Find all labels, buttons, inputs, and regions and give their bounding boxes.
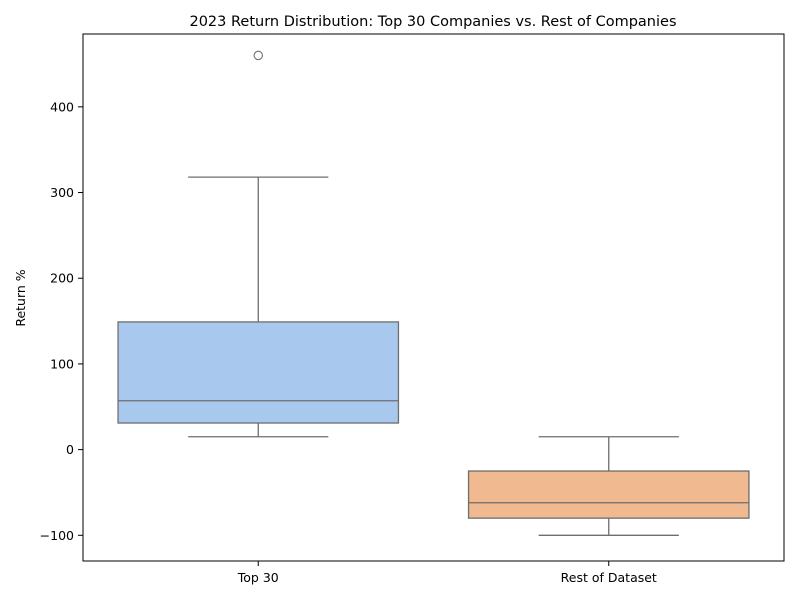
outlier-point — [253, 50, 264, 61]
y-tick-label: 200 — [50, 271, 74, 286]
y-tick-label: −100 — [40, 528, 74, 543]
y-tick-label: 100 — [50, 356, 74, 371]
chart-title: 2023 Return Distribution: Top 30 Compani… — [189, 14, 676, 30]
plot-frame — [82, 33, 785, 562]
plot-area — [117, 50, 750, 536]
box-group-2 — [467, 436, 750, 536]
box-iqr — [117, 321, 400, 424]
box-group-1 — [117, 50, 400, 438]
y-tick-label: 0 — [66, 442, 74, 457]
x-tick-label: Top 30 — [237, 570, 279, 585]
y-axis-label: Return % — [13, 269, 28, 326]
axes: −100 0 100 200 300 400 Top 30 Rest of Dataset — [40, 33, 785, 585]
y-tick-label: 400 — [50, 99, 74, 114]
box-iqr — [467, 470, 750, 519]
x-tick-label: Rest of Dataset — [561, 570, 657, 585]
y-tick-label: 300 — [50, 185, 74, 200]
